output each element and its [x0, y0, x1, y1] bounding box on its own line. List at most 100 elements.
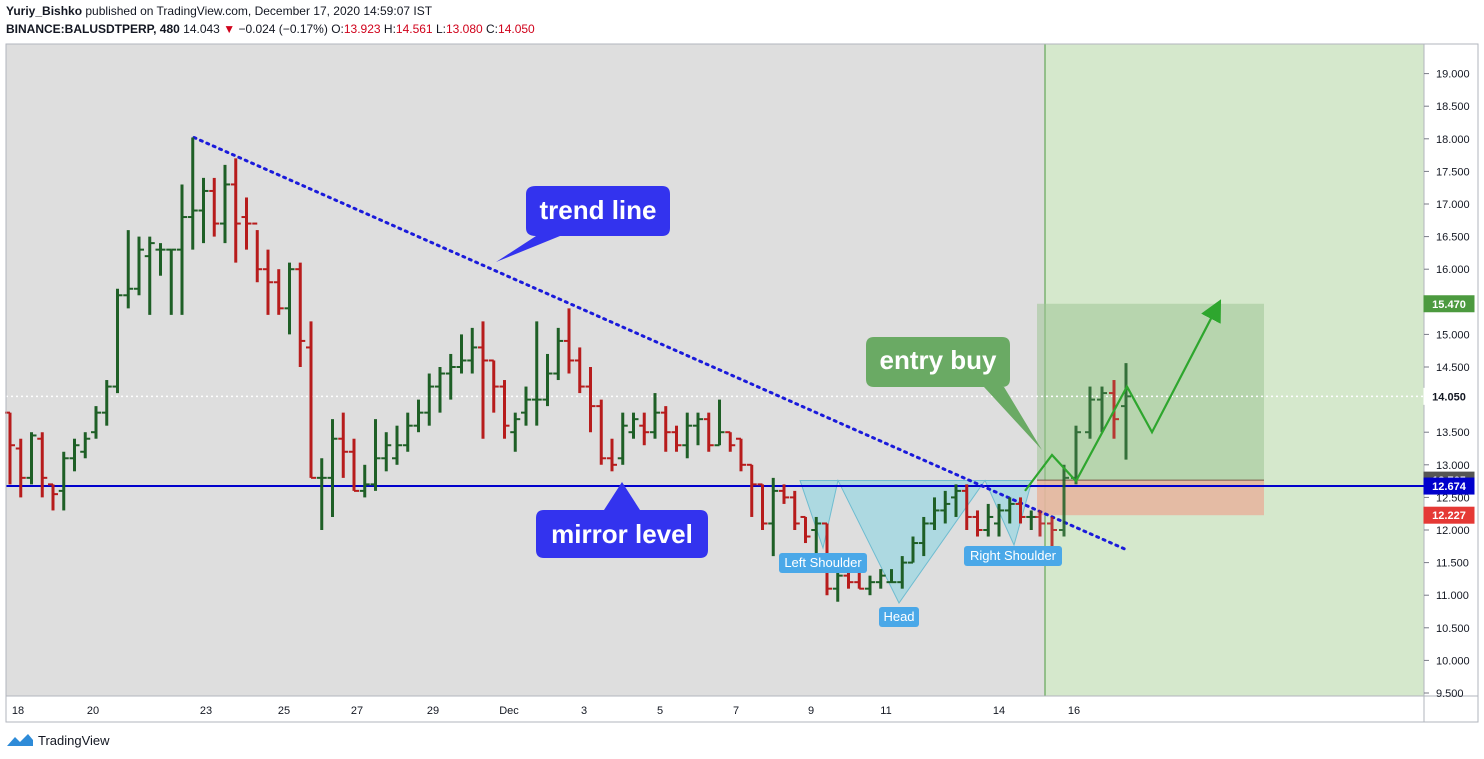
future-bar-7 — [1121, 363, 1131, 460]
ohlc-bar-33 — [359, 464, 370, 498]
ohlc-bar-41 — [445, 353, 456, 400]
ohlc-bar-50 — [542, 353, 553, 407]
ohlc-bar-11 — [123, 230, 134, 309]
ohlc-bar-68 — [736, 437, 746, 472]
right-shoulder-tag: Right Shoulder — [964, 546, 1062, 566]
ohlc-bar-64 — [693, 412, 703, 446]
ohlc-bar-75 — [811, 516, 822, 557]
ohlc-bar-15 — [166, 248, 177, 315]
published-line: Yuriy_Bishko published on TradingView.co… — [6, 4, 432, 18]
ohlc-bar-37 — [402, 412, 413, 452]
price-tick-label-9: 14.500 — [1436, 362, 1470, 374]
last-price: 14.043 — [183, 22, 220, 36]
high-label: H: — [383, 22, 396, 36]
ohlc-bar-22 — [241, 197, 252, 250]
ohlc-bar-2 — [26, 432, 37, 485]
price-tick-label-14: 12.000 — [1436, 525, 1470, 537]
price-tick-label-13: 12.500 — [1436, 492, 1470, 504]
price-label-text-0: 15.470 — [1432, 299, 1466, 311]
ohlc-bar-29 — [316, 458, 327, 530]
time-tick-label-12: 14 — [993, 705, 1005, 717]
future-bar-4 — [1085, 386, 1095, 439]
target-zone — [1037, 303, 1264, 481]
ohlc-bars — [5, 137, 1131, 602]
ohlc-bar-52 — [564, 308, 574, 374]
ohlc-bar-84 — [908, 536, 918, 564]
ohlc-bar-32 — [349, 438, 359, 492]
close-value: 14.050 — [498, 22, 535, 36]
ohlc-bar-3 — [37, 432, 48, 498]
time-tick-label-13: 16 — [1068, 705, 1080, 717]
trend-line-callout[interactable]: trend line — [496, 186, 670, 262]
ohlc-bar-60 — [650, 393, 660, 439]
symbol-name: BINANCE:BALUSDTPERP, 480 — [6, 22, 180, 36]
time-tick-label-8: 5 — [657, 705, 663, 717]
down-arrow-icon: ▼ — [223, 22, 236, 36]
author-name[interactable]: Yuriy_Bishko — [6, 4, 83, 18]
ohlc-bar-89 — [961, 484, 972, 530]
ohlc-bar-87 — [940, 490, 951, 524]
mirror-level-callout[interactable]: mirror level — [536, 482, 708, 558]
ohlc-bar-92 — [994, 503, 1004, 537]
ohlc-bar-24 — [263, 249, 273, 315]
head-label: Head — [883, 609, 914, 624]
trend-line — [192, 135, 1128, 552]
price-tick-label-4: 17.000 — [1436, 199, 1470, 211]
ohlc-bar-83 — [897, 556, 908, 589]
ohlc-bar-8 — [91, 406, 101, 439]
price-tick-label-17: 10.500 — [1436, 623, 1470, 635]
ohlc-bar-46 — [499, 380, 510, 439]
ohlc-bar-91 — [983, 503, 994, 537]
ohlc-bar-5 — [58, 451, 69, 511]
ohlc-bar-82 — [886, 569, 897, 584]
price-tick-label-6: 16.000 — [1436, 264, 1470, 276]
price-tick-label-11: 13.500 — [1436, 427, 1470, 439]
ohlc-bar-93 — [1004, 497, 1015, 524]
ohlc-bar-88 — [951, 484, 961, 517]
price-axis[interactable] — [1423, 43, 1479, 697]
ohlc-bar-71 — [768, 477, 779, 557]
ohlc-bar-12 — [134, 236, 144, 296]
ohlc-bar-43 — [467, 327, 478, 374]
ohlc-bar-20 — [220, 164, 230, 244]
price-tick-label-12: 13.000 — [1436, 460, 1470, 472]
ohlc-bar-69 — [746, 463, 757, 517]
ohlc-bar-9 — [101, 380, 112, 426]
time-tick-label-2: 23 — [200, 705, 212, 717]
tradingview-footer[interactable]: TradingView — [6, 732, 110, 748]
time-axis[interactable] — [5, 695, 1425, 723]
ohlc-bar-35 — [381, 432, 392, 472]
ohlc-bar-59 — [639, 412, 650, 446]
price-tick-label-18: 10.000 — [1436, 655, 1470, 667]
price-chart[interactable]: 19.000 18.500 18.000 17.500 17.000 16.500 16.0… — [0, 0, 1484, 730]
ohlc-bar-74 — [800, 515, 811, 544]
ohlc-bar-47 — [510, 412, 521, 452]
price-label-box-1 — [1423, 387, 1475, 405]
ohlc-bar-4 — [48, 483, 58, 511]
ohlc-bar-53 — [574, 347, 585, 394]
entry-buy-callout[interactable]: entry buy — [866, 337, 1042, 450]
price-tick-label-5: 16.500 — [1436, 232, 1470, 244]
time-tick-label-6: Dec — [499, 705, 519, 717]
ohlc-bar-7 — [80, 432, 91, 459]
ohlc-bar-44 — [478, 321, 488, 439]
ohlc-bar-26 — [284, 262, 295, 335]
ohlc-bar-57 — [617, 412, 628, 465]
ohlc-bar-16 — [177, 184, 187, 315]
price-tick-label-16: 11.000 — [1436, 590, 1469, 602]
ohlc-bar-86 — [929, 497, 940, 530]
head-tag: Head — [879, 607, 919, 627]
time-tick-label-9: 7 — [733, 705, 739, 717]
ohlc-bar-90 — [972, 510, 983, 537]
ohlc-bar-65 — [703, 412, 714, 452]
ohlc-bar-45 — [488, 359, 499, 413]
ohlc-bar-48 — [521, 386, 531, 426]
price-tick-label-0: 19.000 — [1436, 69, 1470, 81]
price-label-text-1: 14.050 — [1432, 391, 1466, 403]
ohlc-bar-61 — [660, 406, 671, 452]
ohlc-bar-19 — [209, 177, 220, 237]
left-shoulder-tag: Left Shoulder — [779, 553, 867, 573]
trend-line-label: trend line — [539, 195, 656, 225]
price-label-box-0 — [1423, 295, 1475, 313]
